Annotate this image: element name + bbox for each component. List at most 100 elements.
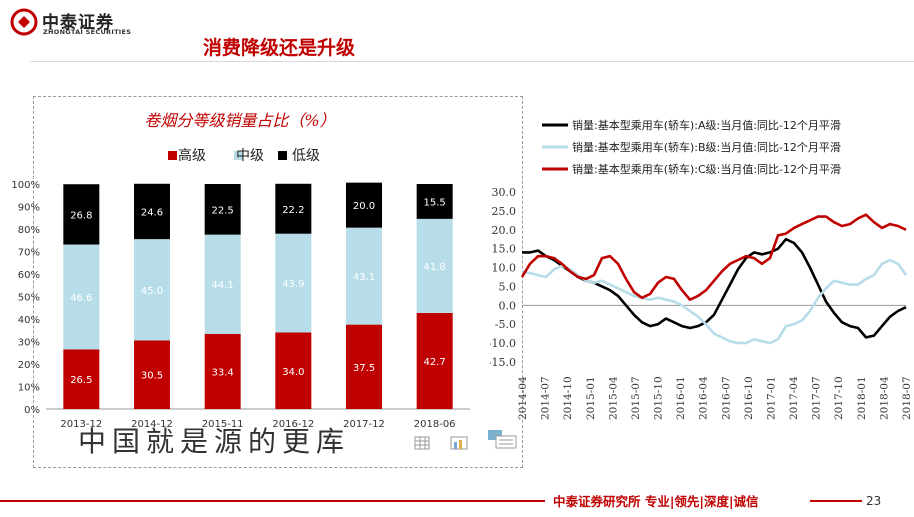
- line-series-1: [521, 258, 908, 345]
- bar-y-tick-3: 30%: [18, 338, 40, 349]
- line-y-tick-8: -10.0: [490, 337, 516, 350]
- bar-label-0-5: 42.7: [424, 357, 446, 368]
- line-chart-axes: 30.0 25.0 20.0 15.0 10.0 5.0 0.0 -5.0 -10.0 -15.0…: [490, 186, 913, 420]
- bar-segment-2-0: [63, 184, 100, 245]
- title-divider: [30, 61, 914, 62]
- bar-label-0-0: 26.5: [70, 375, 92, 386]
- bar-chart-title: 卷烟分等级销量占比（%）: [144, 111, 335, 130]
- line-x-tick-6: 2015-10: [653, 376, 665, 420]
- bar-y-tick-5: 50%: [18, 293, 40, 304]
- line-x-tick-2: 2014-10: [562, 376, 574, 420]
- bar-label-2-0: 26.8: [70, 210, 92, 221]
- legend-swatch-1: [234, 151, 243, 160]
- line-series-2: [520, 213, 907, 301]
- bar-x-tick-2: 2015-11: [202, 419, 244, 430]
- page-title: 消费降级还是升级: [203, 37, 356, 59]
- bar-y-tick-1: 10%: [18, 383, 40, 394]
- smartart-placeholder-icon: [488, 430, 517, 449]
- table-placeholder-icon: [414, 436, 430, 450]
- line-x-tick-12: 2017-04: [788, 376, 800, 420]
- bar-y-tick-0: 0%: [24, 405, 40, 416]
- bar-y-tick-4: 40%: [18, 315, 40, 326]
- bar-segment-1-3: [275, 233, 312, 333]
- brand-name-en: ZHONGTAI SECURITIES: [43, 28, 132, 36]
- tobacco-grade-bar-chart: 卷烟分等级销量占比（%） 高级 中级 低级 0% 10% 20% 30% 40% 50% 60%…: [11, 111, 470, 430]
- bar-segment-2-5: [416, 184, 453, 219]
- background-text: 中国就是源的更库: [78, 425, 351, 458]
- bar-y-tick-10: 100%: [11, 180, 40, 191]
- line-y-tick-1: 25.0: [492, 205, 517, 218]
- bar-label-0-2: 33.4: [212, 367, 234, 378]
- line-x-tick-0: 2014-04: [517, 376, 529, 420]
- bar-chart-axes: 0% 10% 20% 30% 40% 50% 60% 70% 80% 90% 100% 2013-12…: [11, 180, 470, 430]
- bar-segment-1-4: [346, 227, 382, 325]
- bar-label-2-4: 20.0: [353, 201, 375, 212]
- bar-label-0-1: 30.5: [141, 371, 163, 382]
- legend-label-1: 中级: [236, 148, 264, 164]
- line-x-tick-7: 2016-01: [675, 376, 687, 420]
- line-x-tick-1: 2014-07: [540, 376, 552, 420]
- bar-label-2-1: 24.6: [141, 207, 163, 218]
- line-legend-label-2: 销量:基本型乘用车(轿车):C级:当月值:同比-12个月平滑: [572, 162, 841, 176]
- line-series-0: [522, 237, 907, 339]
- bar-segment-0-1: [134, 340, 170, 409]
- bar-segment-0-2: [204, 333, 241, 409]
- bar-y-tick-7: 70%: [18, 248, 40, 259]
- bar-x-tick-4: 2017-12: [343, 419, 385, 430]
- bar-segment-1-5: [416, 218, 453, 313]
- bar-label-2-3: 22.2: [282, 205, 304, 216]
- bar-label-1-3: 43.9: [282, 279, 304, 290]
- line-x-tick-11: 2017-01: [765, 376, 777, 420]
- line-x-tick-8: 2016-04: [698, 376, 710, 420]
- bar-x-tick-3: 2016-12: [272, 419, 314, 430]
- footer-slogan: 中泰证券研究所 专业|领先|深度|诚信: [553, 494, 759, 509]
- line-legend-label-1: 销量:基本型乘用车(轿车):B级:当月值:同比-12个月平滑: [572, 140, 841, 154]
- line-x-tick-4: 2015-04: [607, 376, 619, 420]
- bar-segment-2-3: [275, 183, 312, 234]
- legend-swatch-0: [168, 151, 177, 160]
- line-x-tick-9: 2016-07: [720, 376, 732, 420]
- bar-segment-2-4: [346, 182, 382, 228]
- line-x-tick-16: 2018-04: [878, 376, 890, 420]
- line-x-tick-10: 2016-10: [743, 376, 755, 420]
- bar-segment-0-0: [63, 349, 100, 409]
- bar-chart-bars: 26.5 46.6 26.8 30.5 45.0 24.6 33.4 44.1 22.5 34.0…: [63, 182, 453, 409]
- brand-name-cn: 中泰证券: [42, 13, 114, 33]
- line-x-tick-3: 2015-01: [585, 376, 597, 420]
- line-y-tick-9: -15.0: [490, 356, 516, 369]
- bar-label-2-5: 15.5: [424, 197, 446, 208]
- bar-label-1-1: 45.0: [141, 286, 163, 297]
- line-y-tick-5: 5.0: [499, 280, 517, 293]
- bar-y-tick-9: 90%: [18, 203, 40, 214]
- line-chart-series: [520, 213, 908, 345]
- bar-label-1-4: 43.1: [353, 272, 375, 283]
- bar-label-1-0: 46.6: [70, 293, 92, 304]
- bar-label-1-5: 41.8: [424, 262, 446, 273]
- legend-swatch-2: [278, 151, 287, 160]
- bar-y-tick-8: 80%: [18, 225, 40, 236]
- page-number: 23: [866, 494, 882, 508]
- bar-segment-2-2: [204, 184, 241, 235]
- bar-segment-1-1: [134, 239, 170, 341]
- bar-y-tick-6: 60%: [18, 270, 40, 281]
- line-chart-legend: 销量:基本型乘用车(轿车):A级:当月值:同比-12个月平滑销量:基本型乘用车(…: [542, 118, 841, 176]
- line-x-tick-14: 2017-10: [833, 376, 845, 420]
- bar-x-tick-0: 2013-12: [60, 419, 102, 430]
- footer-divider-left: [0, 500, 545, 502]
- line-x-tick-5: 2015-07: [630, 376, 642, 420]
- bar-chart-legend: 高级 中级 低级: [168, 147, 320, 164]
- line-x-tick-13: 2017-07: [811, 376, 823, 420]
- line-y-tick-2: 20.0: [492, 224, 517, 237]
- bar-segment-1-2: [204, 234, 241, 334]
- bar-y-tick-2: 20%: [18, 360, 40, 371]
- line-x-tick-15: 2018-01: [856, 376, 868, 420]
- bar-segment-0-3: [275, 332, 312, 409]
- line-y-tick-4: 10.0: [492, 262, 517, 275]
- legend-label-2: 低级: [292, 148, 320, 164]
- line-y-tick-6: 0.0: [499, 299, 517, 312]
- bar-segment-0-4: [346, 324, 382, 409]
- bar-x-tick-1: 2014-12: [131, 419, 173, 430]
- bar-segment-0-5: [416, 312, 453, 409]
- bar-label-1-2: 44.1: [212, 280, 234, 291]
- footer-divider-right: [810, 500, 862, 502]
